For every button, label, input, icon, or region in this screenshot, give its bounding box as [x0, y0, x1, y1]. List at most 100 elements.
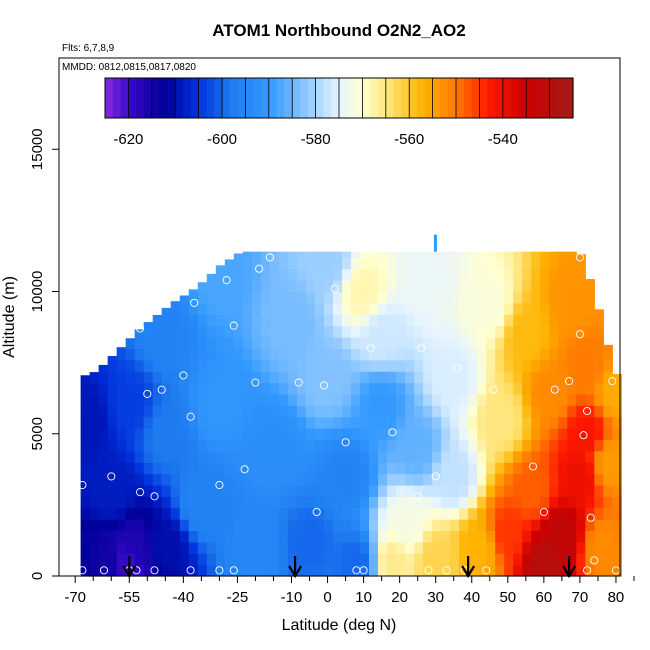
heatmap-cell	[179, 564, 190, 577]
heatmap-cell	[585, 439, 595, 452]
heatmap-cell	[206, 393, 217, 406]
heatmap-cell	[558, 291, 568, 304]
heatmap-cell	[296, 359, 307, 372]
heatmap-cell	[504, 462, 514, 475]
heatmap-cell	[495, 348, 505, 361]
heatmap-cell	[576, 257, 586, 270]
heatmap-cell	[170, 314, 181, 327]
heatmap-cell	[540, 507, 550, 520]
heatmap-cell	[504, 564, 514, 577]
heatmap-cell	[567, 291, 577, 304]
heatmap-cell	[522, 416, 532, 429]
heatmap-cell	[170, 405, 181, 418]
heatmap-cell	[242, 484, 253, 497]
heatmap-cell	[414, 428, 424, 441]
heatmap-cell	[269, 348, 280, 361]
heatmap-cell	[504, 325, 514, 338]
heatmap-cell	[161, 348, 172, 361]
heatmap-cell	[405, 348, 415, 361]
heatmap-cell	[197, 393, 208, 406]
heatmap-cell	[576, 473, 586, 486]
heatmap-cell	[332, 405, 343, 418]
heatmap-cell	[459, 405, 469, 418]
x-tick-label: -70	[64, 589, 86, 606]
heatmap-cell	[161, 439, 172, 452]
heatmap-cell	[531, 553, 541, 566]
heatmap-cell	[134, 507, 145, 520]
heatmap-cell	[369, 530, 379, 543]
heatmap-cell	[278, 291, 289, 304]
heatmap-cell	[116, 462, 127, 475]
heatmap-cell	[360, 405, 370, 418]
heatmap-cell	[486, 251, 496, 258]
heatmap-cell	[459, 439, 469, 452]
heatmap-cell	[161, 393, 172, 406]
heatmap-cell	[341, 268, 352, 281]
heatmap-cell	[567, 439, 577, 452]
heatmap-cell	[125, 416, 136, 429]
heatmap-cell	[260, 348, 271, 361]
heatmap-cell	[468, 564, 478, 577]
heatmap-cell	[414, 337, 424, 349]
observation-point	[489, 385, 498, 394]
heatmap-cell	[540, 337, 550, 349]
heatmap-cell	[576, 325, 586, 338]
heatmap-cell	[323, 393, 334, 406]
heatmap-cell	[332, 519, 343, 532]
x-tick-label: 50	[499, 589, 516, 606]
heatmap-cell	[305, 428, 316, 441]
heatmap-cell	[414, 348, 424, 361]
heatmap-cell	[251, 325, 262, 338]
heatmap-cell	[350, 496, 361, 509]
heatmap-cell	[477, 519, 487, 532]
heatmap-cell	[585, 359, 595, 372]
heatmap-cell	[296, 251, 307, 258]
heatmap-cell	[531, 359, 541, 372]
heatmap-cell	[450, 257, 460, 270]
heatmap-cell	[549, 416, 559, 429]
x-axis-label: Latitude (deg N)	[282, 617, 397, 634]
heatmap-cell	[107, 356, 118, 361]
heatmap-cell	[242, 553, 253, 566]
heatmap-cell	[396, 314, 406, 327]
heatmap-cell	[152, 519, 163, 532]
heatmap-cell	[278, 393, 289, 406]
heatmap-cell	[585, 371, 595, 384]
heatmap-cell	[513, 359, 523, 372]
heatmap-cell	[107, 393, 118, 406]
heatmap-cell	[549, 507, 559, 520]
heatmap-cell	[477, 416, 487, 429]
heatmap-cell	[360, 473, 370, 486]
heatmap-cell	[233, 371, 244, 384]
heatmap-cell	[98, 364, 109, 372]
heatmap-cell	[612, 473, 622, 486]
heatmap-cell	[116, 541, 127, 554]
observation-point	[215, 480, 224, 490]
heatmap-cell	[179, 507, 190, 520]
heatmap-cell	[269, 337, 280, 349]
heatmap-cell	[450, 302, 460, 315]
heatmap-cell	[260, 507, 271, 520]
heatmap-cell	[251, 530, 262, 543]
heatmap-cell	[423, 473, 433, 486]
heatmap-cell	[369, 553, 379, 566]
heatmap-cell	[567, 359, 577, 372]
heatmap-cell	[296, 382, 307, 395]
heatmap-cell	[314, 257, 325, 270]
heatmap-cell	[269, 439, 280, 452]
heatmap-cell	[107, 462, 118, 475]
heatmap-cell	[179, 519, 190, 532]
heatmap-cell	[314, 280, 325, 293]
heatmap-cell	[531, 507, 541, 520]
heatmap-cell	[242, 302, 253, 315]
heatmap-cell	[323, 439, 334, 452]
heatmap-cell	[350, 530, 361, 543]
heatmap-cell	[215, 473, 226, 486]
observation-point	[575, 253, 584, 262]
heatmap-cell	[188, 553, 199, 566]
heatmap-cell	[188, 530, 199, 543]
heatmap-cell	[414, 371, 424, 384]
heatmap-cell	[450, 541, 460, 554]
heatmap-cell	[414, 484, 424, 497]
